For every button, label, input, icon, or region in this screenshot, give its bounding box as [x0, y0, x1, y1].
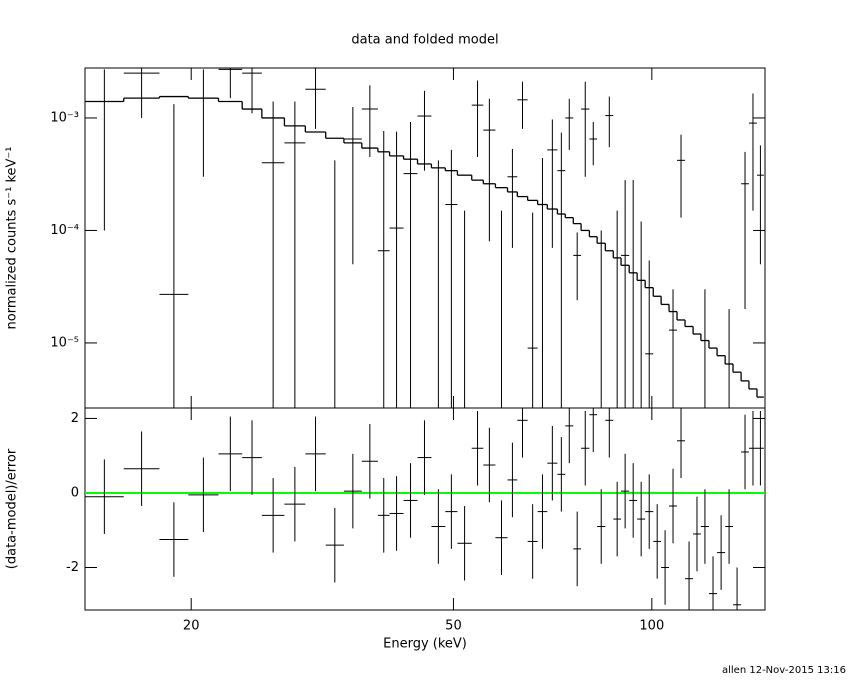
x-tick-label: 50: [445, 619, 462, 634]
y-tick-label: 10⁻⁴: [50, 223, 79, 238]
x-tick-label: 100: [639, 619, 664, 634]
y-tick-label: -2: [66, 560, 79, 575]
y-tick-label: 10⁻⁵: [50, 335, 79, 350]
footer: allen 12-Nov-2015 13:16: [722, 665, 846, 676]
chart-title: data and folded model: [351, 33, 498, 48]
plot-frame: [84, 407, 766, 611]
y-tick-label: 10⁻³: [50, 110, 79, 125]
x-tick-label: 20: [183, 619, 200, 634]
y-tick-label: 2: [71, 411, 79, 426]
y-axis-label: (data-model)/error: [5, 448, 20, 569]
y-axis-label: normalized counts s⁻¹ keV⁻¹: [5, 147, 20, 330]
y-tick-label: 0: [71, 485, 79, 500]
x-axis-label: Energy (keV): [383, 637, 467, 652]
